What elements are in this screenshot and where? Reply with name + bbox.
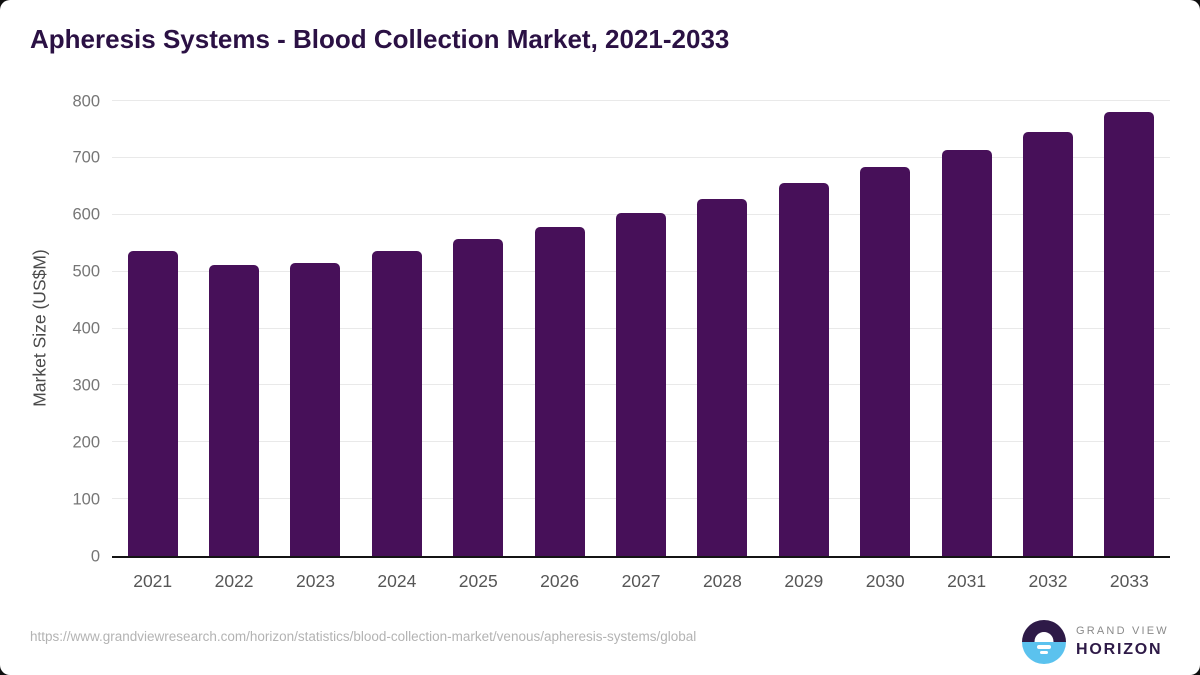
bar-slot-2026 xyxy=(519,101,600,556)
bar-slot-2029 xyxy=(763,101,844,556)
y-tick-label-0: 0 xyxy=(90,546,100,565)
y-tick-label-800: 800 xyxy=(72,91,100,110)
bar-2023 xyxy=(290,262,341,556)
bar-2021 xyxy=(127,250,178,556)
bar-slot-2027 xyxy=(600,101,681,556)
bar-2028 xyxy=(697,198,748,556)
y-tick-label-300: 300 xyxy=(72,376,100,395)
bar-slot-2032 xyxy=(1007,101,1088,556)
y-tick-label-200: 200 xyxy=(72,433,100,451)
bar-2022 xyxy=(209,264,260,556)
x-tick-label-2029: 2029 xyxy=(784,570,824,591)
x-tick-label-2021: 2021 xyxy=(133,570,173,591)
y-tick-label-100: 100 xyxy=(72,489,100,508)
brand-logo: GRAND VIEW HORIZON xyxy=(1022,620,1169,664)
bar-slot-2033 xyxy=(1089,101,1170,556)
bar-2025 xyxy=(453,238,504,556)
bar-2030 xyxy=(860,166,911,556)
bar-slot-2025 xyxy=(438,101,519,556)
plot-area xyxy=(112,100,1170,558)
brand-name-top: GRAND VIEW xyxy=(1076,625,1169,638)
y-tick-label-400: 400 xyxy=(72,319,100,338)
bar-2032 xyxy=(1022,131,1073,556)
gridline-800 xyxy=(112,100,1170,101)
logo-sun xyxy=(1034,632,1054,642)
x-tick-label-2032: 2032 xyxy=(1028,570,1068,591)
x-tick-label-2027: 2027 xyxy=(621,570,661,591)
x-tick-label-2030: 2030 xyxy=(865,570,905,591)
bar-slot-2023 xyxy=(275,101,356,556)
logo-reflection-line-2 xyxy=(1040,651,1048,654)
bar-2031 xyxy=(941,149,992,556)
logo-sky xyxy=(1022,620,1066,642)
sunrise-circle-icon xyxy=(1022,620,1066,664)
x-tick-label-2028: 2028 xyxy=(702,570,742,591)
y-tick-label-600: 600 xyxy=(72,205,100,224)
logo-reflection-line-1 xyxy=(1037,645,1051,649)
bar-2027 xyxy=(616,213,667,556)
bar-slot-2028 xyxy=(682,101,763,556)
x-tick-label-2026: 2026 xyxy=(540,570,580,591)
bar-series xyxy=(112,101,1170,556)
bar-2024 xyxy=(371,251,422,556)
page-title: Apheresis Systems - Blood Collection Mar… xyxy=(30,24,730,54)
bar-slot-2021 xyxy=(112,101,193,556)
brand-name-bottom: HORIZON xyxy=(1076,640,1163,658)
x-tick-label-2025: 2025 xyxy=(458,570,498,591)
x-axis-tick-labels: 2021 2022 2023 2024 2025 2026 2027 2028 2029 2030… xyxy=(112,566,1170,596)
x-tick-label-2023: 2023 xyxy=(296,570,335,591)
bar-2026 xyxy=(534,226,585,556)
bar-2033 xyxy=(1104,112,1155,556)
bar-slot-2022 xyxy=(193,101,274,556)
bar-slot-2024 xyxy=(356,101,437,556)
source-url: https://www.grandviewresearch.com/horizo… xyxy=(30,629,697,644)
bar-slot-2030 xyxy=(845,101,926,556)
gridline-700 xyxy=(112,156,1170,158)
x-tick-label-2022: 2022 xyxy=(214,570,254,591)
y-tick-label-700: 700 xyxy=(72,148,100,167)
y-tick-label-500: 500 xyxy=(72,262,100,281)
x-tick-label-2031: 2031 xyxy=(947,570,987,591)
brand-wordmark: GRAND VIEW HORIZON xyxy=(1076,625,1169,658)
bar-slot-2031 xyxy=(926,101,1007,556)
y-axis-tick-labels: 0 100 200 300 400 500 600 700 800 xyxy=(0,93,100,564)
x-tick-label-2024: 2024 xyxy=(377,570,417,591)
x-tick-label-2033: 2033 xyxy=(1109,570,1149,591)
bar-2029 xyxy=(778,182,829,556)
